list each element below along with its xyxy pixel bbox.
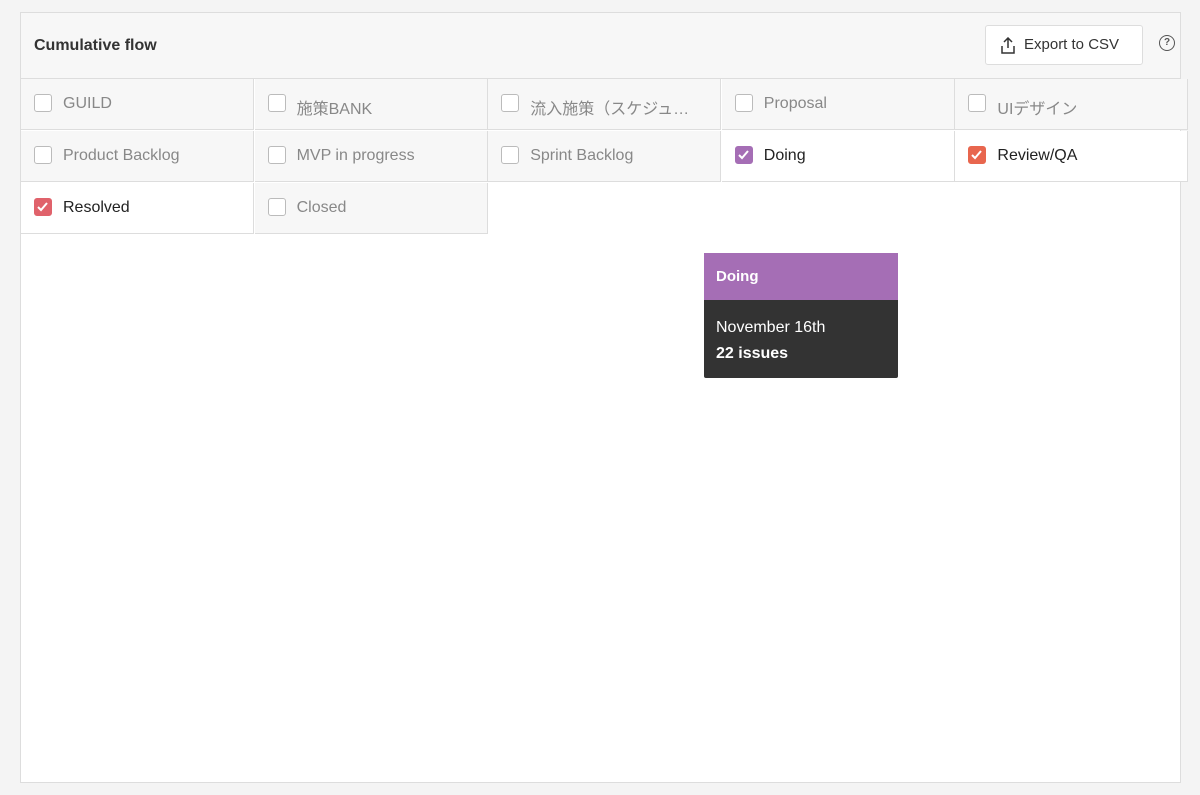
filter-label: Review/QA [997,147,1078,164]
checkbox[interactable] [501,146,520,164]
filter[interactable]: Review/QA [955,131,1189,182]
tooltip-date: November 16th [716,319,826,336]
checkbox[interactable] [734,94,753,112]
filter[interactable]: Doing [721,131,955,182]
checkmark [971,150,983,160]
checkbox[interactable] [501,94,520,112]
title: Cumulative flow [34,37,157,54]
filter-label: UIデザイン [997,101,1078,118]
filter-label: Doing [763,147,806,164]
filter[interactable]: 施策BANK [254,79,488,130]
checkmark [37,202,48,212]
filter[interactable]: 流入施策（スケジュ… [488,79,722,130]
checkmark [738,150,749,160]
filter-label: MVP in progress [296,147,415,164]
checkbox[interactable] [34,198,52,216]
checkbox[interactable] [968,146,987,164]
filter-label: Proposal [763,95,827,112]
filter[interactable]: Proposal [721,79,955,130]
checkbox[interactable] [968,94,987,112]
export-label: Export to CSV [1024,36,1120,53]
checkbox[interactable] [34,94,52,112]
tooltip: Doing November 16th 22 issues [704,253,898,378]
tooltip-title: Doing [704,253,898,300]
filter-label: GUILD [63,95,112,112]
filter[interactable]: Sprint Backlog [488,131,722,182]
panel: Cumulative flow Export to CSV ? GUILD 施策B… [20,12,1189,783]
help-icon[interactable]: ? [1159,35,1175,51]
filter[interactable]: MVP in progress [254,131,488,182]
tooltip-value: 22 issues [716,345,789,362]
checkbox[interactable] [734,146,753,164]
filter-label: Sprint Backlog [530,147,634,164]
filter[interactable]: Resolved [21,183,254,234]
checkbox[interactable] [34,146,52,164]
filter-label: Closed [296,199,347,216]
filter[interactable]: Closed [254,183,488,234]
filter[interactable]: Product Backlog [21,131,254,182]
filter-label: Product Backlog [63,147,180,164]
export-icon [1001,37,1015,54]
filter[interactable]: GUILD [21,79,254,130]
checkbox[interactable] [267,146,286,164]
checkbox[interactable] [267,94,286,112]
filter[interactable]: UIデザイン [955,79,1189,130]
filter-label: 流入施策（スケジュ… [530,101,690,118]
header: Cumulative flow Export to CSV ? [21,13,1180,79]
filter-label: Resolved [63,199,130,216]
filter-label: 施策BANK [296,101,373,118]
export-button[interactable]: Export to CSV [985,25,1143,65]
checkbox[interactable] [267,198,286,216]
